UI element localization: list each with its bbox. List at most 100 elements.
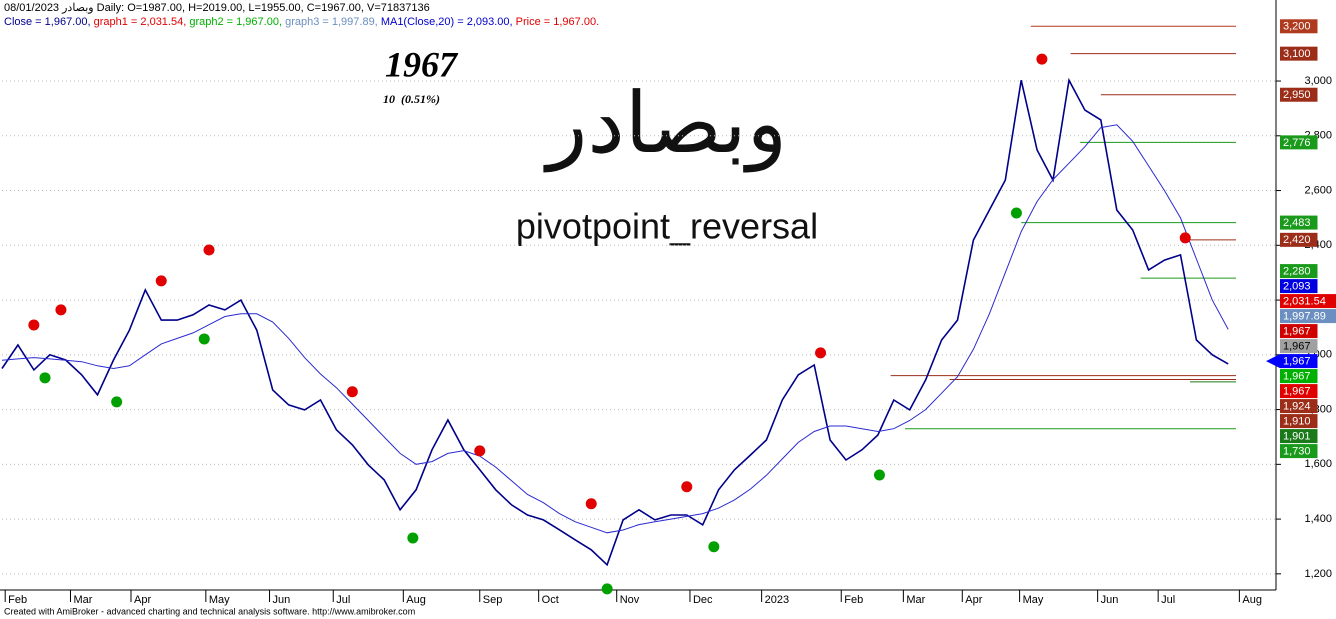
level-label: 2,776 (1283, 137, 1311, 149)
buy-signal (407, 532, 419, 544)
legend-item: graph2 = 1,967.00, (189, 16, 282, 28)
level-label: 1,730 (1283, 445, 1311, 457)
buy-signal (39, 372, 51, 384)
level-label-bg (1280, 444, 1318, 459)
buy-signal (708, 541, 720, 553)
x-tick-label: Aug (1242, 594, 1262, 606)
level-label-bg (1280, 232, 1318, 247)
level-label-bg (1280, 19, 1318, 34)
level-label: 1,967 (1283, 340, 1311, 352)
legend-item: Price = 1,967.00. (516, 16, 599, 28)
x-tick-label: Jul (336, 594, 350, 606)
level-label: 1,967 (1283, 370, 1311, 382)
x-tick-label: Apr (965, 594, 982, 606)
sell-signal (28, 319, 40, 331)
level-label-bg (1280, 279, 1318, 294)
level-label: 2,280 (1283, 265, 1311, 277)
level-label: 1,910 (1283, 415, 1311, 427)
y-tick-label: 2,600 (1304, 184, 1332, 196)
level-label: 1,967 (1283, 385, 1311, 397)
x-tick-label: Feb (844, 594, 863, 606)
level-label-bg (1280, 414, 1318, 429)
level-label: 1,997.89 (1283, 310, 1326, 322)
level-label: 2,093 (1283, 280, 1311, 292)
level-label: 3,100 (1283, 48, 1311, 60)
sell-signal (346, 386, 358, 398)
level-label-bg (1280, 399, 1318, 414)
legend-item: MA1(Close,20) = 2,093.00, (381, 16, 513, 28)
sell-signal (1179, 232, 1191, 244)
level-label-bg (1280, 215, 1318, 230)
x-tick-label: Jun (1101, 594, 1119, 606)
level-label: 2,950 (1283, 89, 1311, 101)
level-label: 1,924 (1283, 400, 1311, 412)
level-label-bg (1280, 384, 1318, 399)
level-label-bg (1280, 87, 1318, 102)
level-label-bg (1280, 309, 1336, 324)
chart-subtitle: pivotpoint_reversal (516, 206, 818, 247)
level-label-bg (1280, 354, 1318, 369)
legend-item: graph3 = 1,997.89, (285, 16, 378, 28)
buy-signal (198, 333, 210, 345)
x-tick-label: Nov (620, 594, 640, 606)
sell-signal (55, 304, 67, 316)
buy-signal (601, 583, 613, 595)
y-tick-label: 1,200 (1304, 568, 1332, 580)
x-tick-label: Feb (8, 594, 27, 606)
footer: Created with AmiBroker - advanced charti… (4, 606, 415, 616)
header-info: وبصادر 08/01/2023 Daily: O=1987.00, H=20… (4, 2, 430, 14)
legend-item: graph1 = 2,031.54, (94, 16, 187, 28)
legend-item: Close = 1,967.00, (4, 16, 91, 28)
level-label: 1,901 (1283, 430, 1311, 442)
level-label-bg (1280, 324, 1318, 339)
x-tick-label: Jul (1161, 594, 1175, 606)
level-label-bg (1280, 135, 1318, 150)
price-line (1, 77, 1229, 567)
level-label-bg (1280, 294, 1336, 309)
level-label: 2,031.54 (1283, 295, 1326, 307)
buy-signal (111, 396, 123, 408)
price-line (1, 124, 1229, 534)
sell-signal (203, 244, 215, 256)
x-tick-label: Aug (406, 594, 426, 606)
x-tick-label: Mar (906, 594, 925, 606)
x-tick-label: 2023 (765, 594, 789, 606)
x-tick-label: Sep (483, 594, 503, 606)
sell-signal (1036, 53, 1048, 65)
sell-signal (585, 498, 597, 510)
sell-signal (155, 275, 167, 287)
buy-signal (1010, 207, 1022, 219)
change: 10 (0.51%) (383, 92, 440, 106)
level-label-bg (1280, 264, 1318, 279)
level-label-bg (1280, 339, 1318, 354)
level-label: 1,967 (1283, 325, 1311, 337)
level-label: 2,420 (1283, 234, 1311, 246)
x-tick-label: Apr (134, 594, 151, 606)
level-label-bg (1280, 429, 1318, 444)
sell-signal (681, 481, 693, 493)
y-tick-label: 1,600 (1304, 458, 1332, 470)
chart-title: وبصادر (543, 76, 787, 173)
x-tick-label: Mar (73, 594, 92, 606)
sell-signal (474, 445, 486, 457)
x-tick-label: Jun (273, 594, 291, 606)
legend: Close = 1,967.00, graph1 = 2,031.54, gra… (4, 16, 599, 28)
x-tick-label: May (1023, 594, 1044, 606)
price-arrow (1266, 354, 1280, 369)
y-tick-label: 3,000 (1304, 75, 1332, 87)
level-label: 2,483 (1283, 217, 1311, 229)
ohlc-info: 08/01/2023 Daily: O=1987.00, H=2019.00, … (4, 2, 430, 14)
last-price: 1967 (385, 44, 459, 84)
sell-signal (815, 347, 827, 359)
x-tick-label: May (209, 594, 230, 606)
buy-signal (873, 469, 885, 481)
symbol: وبصادر (61, 2, 93, 14)
level-label: 3,200 (1283, 21, 1311, 33)
y-tick-label: 1,400 (1304, 513, 1332, 525)
x-tick-label: Dec (693, 594, 713, 606)
level-label-bg (1280, 46, 1318, 61)
level-label-bg (1280, 369, 1318, 384)
level-label: 1,967 (1283, 355, 1311, 367)
x-tick-label: Oct (542, 594, 559, 606)
